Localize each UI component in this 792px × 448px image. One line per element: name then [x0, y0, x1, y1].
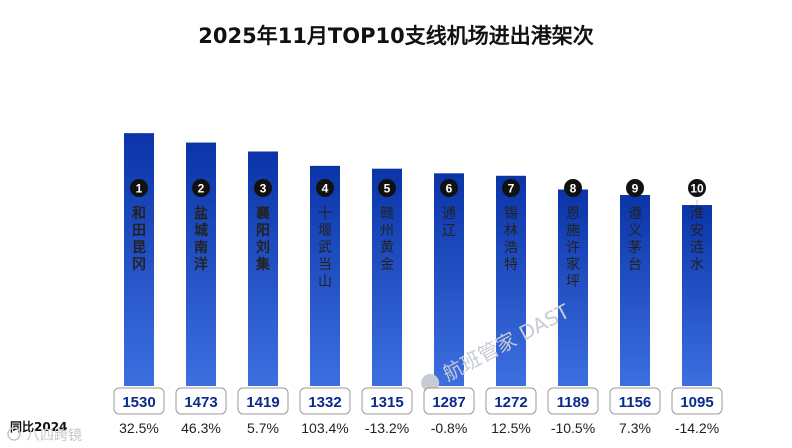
yoy-value: 46.3% [181, 420, 221, 436]
bar [620, 194, 650, 386]
category-label: 恩施许家坪 [566, 206, 580, 290]
rank-number: 9 [632, 182, 639, 196]
value-box [423, 387, 475, 415]
rank-number: 10 [690, 182, 704, 196]
value-box [361, 387, 413, 415]
rank-badge [316, 179, 334, 197]
rank-number: 2 [198, 182, 205, 196]
value-box [671, 387, 723, 415]
value-label: 1473 [184, 394, 217, 411]
value-box [175, 387, 227, 415]
rank-badge [130, 179, 148, 197]
yoy-value: -0.8% [431, 420, 468, 436]
value-label: 1530 [122, 394, 155, 411]
value-box [609, 387, 661, 415]
category-label: 通辽 [442, 206, 456, 239]
yoy-value: -13.2% [365, 420, 409, 436]
yoy-value: 5.7% [247, 420, 279, 436]
bar [310, 165, 340, 386]
bar [496, 175, 526, 386]
category-label: 和田昆冈 [132, 206, 146, 273]
rank-badge [192, 179, 210, 197]
yoy-value: 7.3% [619, 420, 651, 436]
rank-badge [688, 179, 706, 197]
rank-number: 1 [136, 182, 143, 196]
value-box [299, 387, 351, 415]
rank-number: 6 [446, 182, 453, 196]
rank-badge [440, 179, 458, 197]
value-box [485, 387, 537, 415]
rank-number: 8 [570, 182, 577, 196]
bar [124, 133, 154, 386]
rank-badge [502, 179, 520, 197]
yoy-value: 103.4% [301, 420, 348, 436]
yoy-row-label: 同比2024 [10, 419, 67, 434]
value-label: 1419 [246, 394, 279, 411]
bar [434, 173, 464, 386]
value-label: 1272 [494, 394, 527, 411]
rank-badge [254, 179, 272, 197]
value-label: 1189 [557, 394, 590, 411]
rank-number: 5 [384, 182, 391, 196]
category-label: 襄阳刘集 [255, 205, 271, 273]
chart-title: 2025年11月TOP10支线机场进出港架次 [198, 24, 594, 48]
value-box [237, 387, 289, 415]
yoy-value: -10.5% [551, 420, 595, 436]
brand-text: 八四跨镜 [26, 428, 82, 444]
watermark-logo-icon [421, 373, 440, 392]
rank-badge [626, 179, 644, 197]
value-label: 1095 [680, 394, 713, 411]
value-label: 1332 [308, 394, 341, 411]
value-box [547, 387, 599, 415]
rank-badge [378, 179, 396, 197]
category-label: 赣州黄金 [380, 206, 394, 273]
bar [558, 189, 588, 386]
bar [682, 205, 712, 386]
rank-number: 7 [508, 182, 515, 196]
category-label: 十堰武当山 [318, 206, 332, 290]
rank-badge [564, 179, 582, 197]
rank-number: 4 [322, 182, 329, 196]
value-label: 1287 [432, 394, 465, 411]
category-label: 盐城南洋 [194, 205, 208, 273]
value-label: 1315 [370, 394, 403, 411]
rank-number: 3 [260, 182, 267, 196]
category-label: 遵义茅台 [628, 205, 642, 273]
brand-watermark: 八四跨镜 [7, 427, 82, 444]
brand-logo-icon [7, 427, 21, 441]
category-label: 淮安涟水 [690, 206, 704, 273]
yoy-value: -14.2% [675, 420, 719, 436]
yoy-value: 32.5% [119, 420, 159, 436]
value-box [113, 387, 165, 415]
value-label: 1156 [619, 394, 652, 411]
category-label: 锡林浩特 [504, 206, 518, 273]
bar [372, 168, 402, 386]
yoy-value: 12.5% [491, 420, 531, 436]
